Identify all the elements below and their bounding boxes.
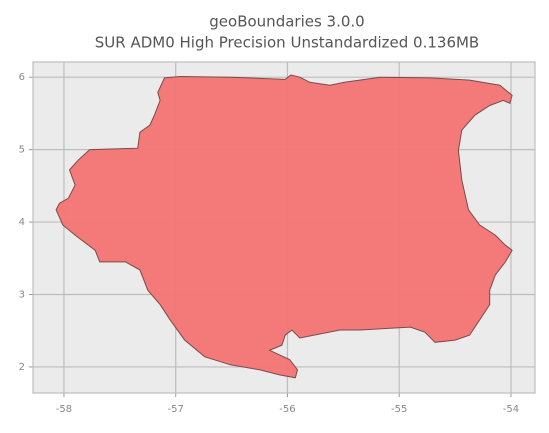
- plot-frame: [32, 61, 536, 394]
- x-tick-label: -56: [279, 404, 295, 415]
- y-tick-label: 3: [19, 289, 25, 300]
- country-boundary: [55, 74, 513, 379]
- y-tick-label: 4: [19, 217, 25, 228]
- chart-subtitle: SUR ADM0 High Precision Unstandardized 0…: [95, 34, 479, 52]
- chart-title: geoBoundaries 3.0.0: [209, 13, 364, 31]
- y-tick-label: 2: [19, 362, 25, 373]
- x-tick-label: -58: [56, 404, 72, 415]
- x-tick-label: -54: [503, 404, 519, 415]
- x-tick-label: -55: [391, 404, 407, 415]
- x-tick-label: -57: [168, 404, 184, 415]
- y-tick-label: 5: [19, 145, 25, 156]
- y-tick-label: 6: [19, 72, 25, 83]
